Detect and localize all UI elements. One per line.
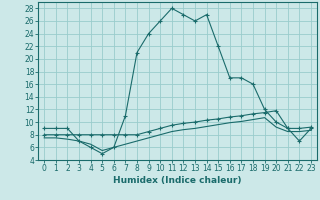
X-axis label: Humidex (Indice chaleur): Humidex (Indice chaleur) <box>113 176 242 185</box>
